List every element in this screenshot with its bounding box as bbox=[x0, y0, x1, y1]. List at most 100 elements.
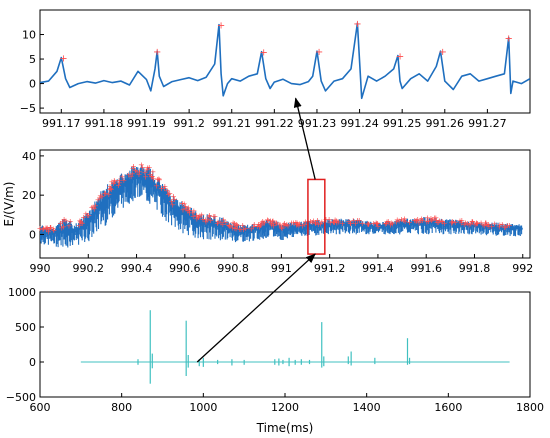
middle-peak-marker: + bbox=[503, 223, 510, 232]
middle-peak-marker: + bbox=[142, 173, 149, 182]
top-peak-marker: + bbox=[396, 52, 404, 63]
middle-peak-marker: + bbox=[218, 218, 225, 227]
middle-peak-marker: + bbox=[214, 219, 221, 228]
middle-peak-marker: + bbox=[439, 218, 446, 227]
middle-axes-frame bbox=[39, 149, 531, 259]
middle-peak-marker: + bbox=[288, 218, 295, 227]
middle-peak-marker: + bbox=[419, 216, 426, 225]
middle-peak-marker: + bbox=[37, 224, 44, 233]
middle-peak-marker: + bbox=[473, 219, 480, 228]
middle-peak-marker: + bbox=[373, 219, 380, 228]
middle-peak-marker: + bbox=[170, 192, 177, 201]
bottom-x-tick-label: 1400 bbox=[353, 401, 381, 414]
middle-peak-marker: + bbox=[401, 215, 408, 224]
middle-peak-marker: + bbox=[293, 220, 300, 229]
middle-peak-marker: + bbox=[352, 219, 359, 228]
middle-peak-marker: + bbox=[40, 225, 47, 234]
middle-peak-marker: + bbox=[58, 223, 65, 232]
middle-peak-marker: + bbox=[57, 219, 64, 228]
middle-peak-marker: + bbox=[169, 200, 176, 209]
top-peak-markers: + + + + + + + + + bbox=[59, 19, 513, 64]
middle-peak-marker: + bbox=[108, 185, 115, 194]
middle-peak-marker: + bbox=[461, 220, 468, 229]
middle-peak-marker: + bbox=[254, 222, 261, 231]
middle-peak-marker: + bbox=[185, 203, 192, 212]
top-peak-marker: + bbox=[315, 47, 323, 58]
top-signal-line bbox=[40, 22, 530, 100]
middle-peak-marker: + bbox=[91, 205, 98, 214]
middle-peak-marker: + bbox=[146, 163, 153, 172]
middle-peak-marker: + bbox=[464, 219, 471, 228]
top-y-ticks: −5 0 5 10 bbox=[20, 29, 44, 115]
middle-peak-marker: + bbox=[130, 162, 137, 171]
middle-peak-marker: + bbox=[76, 221, 83, 230]
middle-peak-marker: + bbox=[220, 215, 227, 224]
middle-peak-marker: + bbox=[504, 221, 511, 230]
middle-peak-marker: + bbox=[227, 222, 234, 231]
middle-peak-marker: + bbox=[312, 219, 319, 228]
middle-peak-marker: + bbox=[278, 223, 285, 232]
middle-peak-marker: + bbox=[433, 214, 440, 223]
middle-x-ticks: 990 990.2 990.4 990.6 990.8 991 991.2 991.4 991.… bbox=[30, 254, 533, 275]
middle-peak-marker: + bbox=[136, 168, 143, 177]
middle-peak-marker: + bbox=[256, 222, 263, 231]
middle-peak-marker: + bbox=[280, 221, 287, 230]
middle-peak-marker: + bbox=[354, 216, 361, 225]
middle-peak-marker: + bbox=[428, 216, 435, 225]
middle-peak-marker: + bbox=[317, 219, 324, 228]
middle-peak-marker: + bbox=[77, 217, 84, 226]
middle-peak-marker: + bbox=[310, 217, 317, 226]
middle-peak-marker: + bbox=[483, 218, 490, 227]
middle-peak-marker: + bbox=[439, 217, 446, 226]
middle-peak-marker: + bbox=[302, 217, 309, 226]
middle-peak-marker: + bbox=[413, 216, 420, 225]
middle-peak-marker: + bbox=[43, 223, 50, 232]
middle-peak-marker: + bbox=[356, 216, 363, 225]
middle-peak-marker: + bbox=[433, 216, 440, 225]
middle-peak-marker: + bbox=[431, 214, 438, 223]
middle-peak-marker: + bbox=[273, 219, 280, 228]
middle-peak-marker: + bbox=[458, 218, 465, 227]
middle-peak-marker: + bbox=[359, 219, 366, 228]
middle-peak-marker: + bbox=[429, 215, 436, 224]
middle-peak-marker: + bbox=[125, 170, 132, 179]
top-x-tick-label: 991.19 bbox=[127, 117, 166, 130]
bottom-y-tick-label: −500 bbox=[6, 391, 36, 404]
middle-peak-marker: + bbox=[425, 217, 432, 226]
middle-peak-marker: + bbox=[206, 211, 213, 220]
top-x-tick-label: 991.23 bbox=[298, 117, 337, 130]
middle-peak-marker: + bbox=[293, 218, 300, 227]
middle-peak-marker: + bbox=[449, 218, 456, 227]
middle-peak-marker: + bbox=[215, 218, 222, 227]
middle-peak-marker: + bbox=[149, 167, 156, 176]
middle-peak-marker: + bbox=[501, 223, 508, 232]
middle-y-axis-label: E/(V/m) bbox=[2, 182, 16, 227]
middle-peak-marker: + bbox=[250, 223, 257, 232]
middle-peak-marker: + bbox=[171, 195, 178, 204]
middle-peak-marker: + bbox=[480, 221, 487, 230]
middle-peak-marker: + bbox=[401, 216, 408, 225]
middle-peak-marker: + bbox=[97, 191, 104, 200]
middle-peak-marker: + bbox=[193, 211, 200, 220]
middle-peak-marker: + bbox=[186, 206, 193, 215]
middle-peak-marker: + bbox=[59, 217, 66, 226]
middle-peak-marker: + bbox=[67, 217, 74, 226]
middle-peak-marker: + bbox=[203, 218, 210, 227]
middle-peak-marker: + bbox=[101, 189, 108, 198]
middle-peak-marker: + bbox=[230, 219, 237, 228]
middle-peak-marker: + bbox=[202, 216, 209, 225]
middle-peak-marker: + bbox=[47, 223, 54, 232]
bottom-full-panel: 600 800 1000 1200 1400 1600 1800 −50005001000 … bbox=[6, 286, 544, 435]
middle-peak-marker: + bbox=[84, 211, 91, 220]
middle-peak-marker: + bbox=[314, 216, 321, 225]
middle-x-tick-label: 990.2 bbox=[73, 262, 105, 275]
middle-peak-marker: + bbox=[265, 216, 272, 225]
middle-peak-marker: + bbox=[350, 216, 357, 225]
middle-peak-marker: + bbox=[78, 218, 85, 227]
middle-x-tick-label: 991.4 bbox=[362, 262, 394, 275]
middle-peak-marker: + bbox=[302, 220, 309, 229]
middle-peak-marker: + bbox=[387, 221, 394, 230]
top-axes-frame bbox=[39, 9, 531, 114]
middle-peak-marker: + bbox=[339, 219, 346, 228]
